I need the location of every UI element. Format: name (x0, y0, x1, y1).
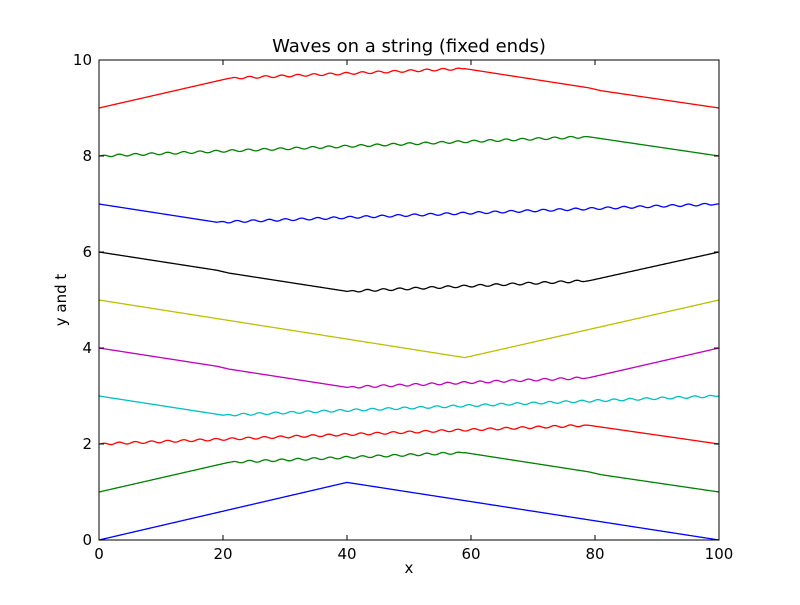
chart-title: Waves on a string (fixed ends) (272, 36, 546, 57)
plot-frame (98, 59, 720, 541)
series-layer (98, 67, 720, 541)
series-line-7 (98, 251, 720, 293)
series-line-2 (98, 451, 720, 493)
series-line-6 (98, 299, 720, 359)
series-line-5 (98, 347, 720, 389)
series-line-10 (98, 67, 720, 109)
y-tick-label: 10 (73, 51, 92, 69)
y-tick-label: 8 (82, 147, 92, 165)
x-axis-label: x (405, 559, 414, 577)
series-line-3 (98, 424, 720, 446)
x-tick-label: 100 (705, 545, 734, 563)
x-tick-label: 40 (337, 545, 356, 563)
series-line-1 (98, 481, 720, 541)
series-line-8 (98, 202, 720, 224)
x-tick-label: 60 (461, 545, 480, 563)
y-tick-label: 2 (82, 435, 92, 453)
x-tick-label: 80 (585, 545, 604, 563)
x-tick-label: 20 (213, 545, 232, 563)
x-tick-label: 0 (94, 545, 104, 563)
y-tick-label: 4 (82, 339, 92, 357)
y-axis-label: y and t (52, 274, 70, 327)
series-line-9 (98, 135, 720, 158)
y-tick-label: 6 (82, 243, 92, 261)
ticks-layer: 0 20 40 60 80 100 0 2 4 6 8 10 (73, 51, 733, 563)
series-line-4 (98, 394, 720, 417)
y-tick-label: 0 (82, 531, 92, 549)
